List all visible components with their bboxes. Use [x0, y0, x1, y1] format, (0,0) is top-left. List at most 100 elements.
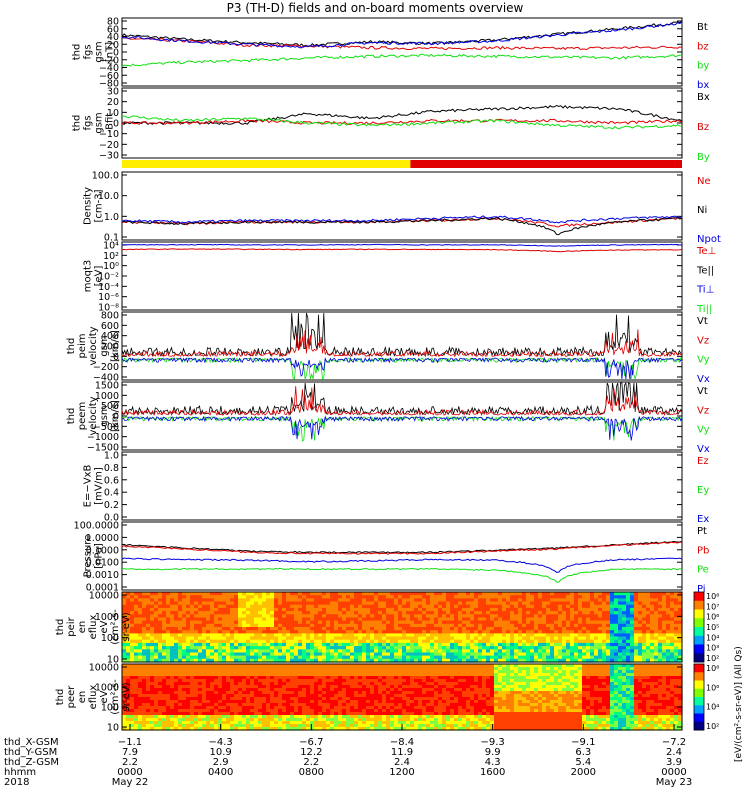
heatmap-cell: [122, 655, 127, 660]
heatmap-cell: [398, 658, 403, 663]
heatmap-cell: [254, 697, 259, 701]
y-tick-label: −1500: [87, 443, 119, 454]
heatmap-cell: [354, 633, 359, 638]
heatmap-cell: [630, 639, 635, 644]
heatmap-cell: [226, 604, 231, 609]
heatmap-cell: [514, 633, 519, 638]
panel-frame: [121, 241, 683, 311]
heatmap-cell: [334, 724, 339, 728]
heatmap-cell: [582, 633, 587, 638]
heatmap-cell: [258, 658, 263, 663]
heatmap-cell: [222, 724, 227, 728]
heatmap-cell: [154, 630, 159, 634]
heatmap-cell: [498, 646, 503, 650]
heatmap-cell: [278, 617, 283, 622]
heatmap-cell: [194, 712, 199, 716]
heatmap-cell: [378, 709, 383, 713]
heatmap-cell: [382, 697, 387, 701]
heatmap-cell: [150, 636, 155, 641]
heatmap-cell: [238, 691, 243, 695]
heatmap-cell: [354, 721, 359, 725]
heatmap-cell: [174, 658, 179, 663]
heatmap-cell: [274, 712, 279, 716]
heatmap-cell: [670, 652, 675, 657]
heatmap-cell: [186, 724, 191, 728]
heatmap-cell: [550, 601, 555, 606]
heatmap-cell: [178, 706, 183, 710]
heatmap-cell: [530, 639, 535, 644]
heatmap-cell: [130, 676, 135, 680]
heatmap-cell: [346, 700, 351, 704]
heatmap-cell: [254, 682, 259, 686]
heatmap-cell: [322, 598, 327, 603]
heatmap-cell: [238, 676, 243, 680]
heatmap-cell: [450, 655, 455, 660]
heatmap-cell: [322, 727, 327, 731]
heatmap-cell: [402, 721, 407, 725]
heatmap-cell: [198, 712, 203, 716]
heatmap-cell: [338, 623, 343, 628]
heatmap-cell: [638, 598, 643, 603]
heatmap-cell: [414, 611, 419, 615]
heatmap-cell: [454, 607, 459, 612]
heatmap-cell: [510, 639, 515, 644]
heatmap-cell: [198, 688, 203, 692]
series-pt: [121, 540, 683, 554]
heatmap-cell: [354, 658, 359, 663]
heatmap-cell: [466, 633, 471, 638]
heatmap-cell: [526, 592, 531, 596]
heatmap-cell: [210, 614, 215, 619]
heatmap-cell: [178, 604, 183, 609]
heatmap-cell: [242, 611, 247, 615]
heatmap-cell: [658, 614, 663, 619]
heatmap-cell: [518, 595, 523, 599]
heatmap-cell: [326, 721, 331, 725]
heatmap-cell: [162, 633, 167, 638]
heatmap-cell: [138, 724, 143, 728]
heatmap-cell: [586, 598, 591, 603]
heatmap-cell: [306, 667, 311, 671]
heatmap-cell: [126, 639, 131, 644]
heatmap-cell: [402, 697, 407, 701]
heatmap-cell: [198, 627, 203, 631]
heatmap-cell: [346, 703, 351, 707]
heatmap-cell: [338, 598, 343, 603]
heatmap-cell: [646, 649, 651, 654]
heatmap-cell: [646, 611, 651, 615]
heatmap-cell: [590, 658, 595, 663]
heatmap-cell: [634, 642, 639, 647]
heatmap-cell: [190, 595, 195, 599]
heatmap-cell: [290, 691, 295, 695]
heatmap-cell: [318, 703, 323, 707]
heatmap-cell: [402, 614, 407, 619]
heatmap-cell: [642, 649, 647, 654]
heatmap-cell: [294, 658, 299, 663]
heatmap-cell: [270, 595, 275, 599]
heatmap-cell: [330, 679, 335, 683]
heatmap-cell: [198, 670, 203, 674]
heatmap-cell: [646, 614, 651, 619]
heatmap-cell: [186, 636, 191, 641]
heatmap-cell: [238, 614, 243, 619]
heatmap-cell: [402, 623, 407, 628]
heatmap-cell: [330, 652, 335, 657]
heatmap-cell: [674, 592, 679, 596]
heatmap-cell: [310, 633, 315, 638]
heatmap-cell: [146, 649, 151, 654]
heatmap-cell: [146, 636, 151, 641]
heatmap-cell: [442, 633, 447, 638]
heatmap-cell: [142, 694, 147, 698]
heatmap-cell: [130, 655, 135, 660]
heatmap-cell: [482, 636, 487, 641]
heatmap-cell: [194, 724, 199, 728]
heatmap-cell: [150, 673, 155, 677]
heatmap-cell: [258, 595, 263, 599]
heatmap-cell: [166, 595, 171, 599]
heatmap-cell: [198, 646, 203, 650]
heatmap-cell: [614, 623, 619, 628]
heatmap-cell: [278, 679, 283, 683]
heatmap-cell: [250, 604, 255, 609]
heatmap-cell: [138, 655, 143, 660]
heatmap-cell: [242, 620, 247, 625]
